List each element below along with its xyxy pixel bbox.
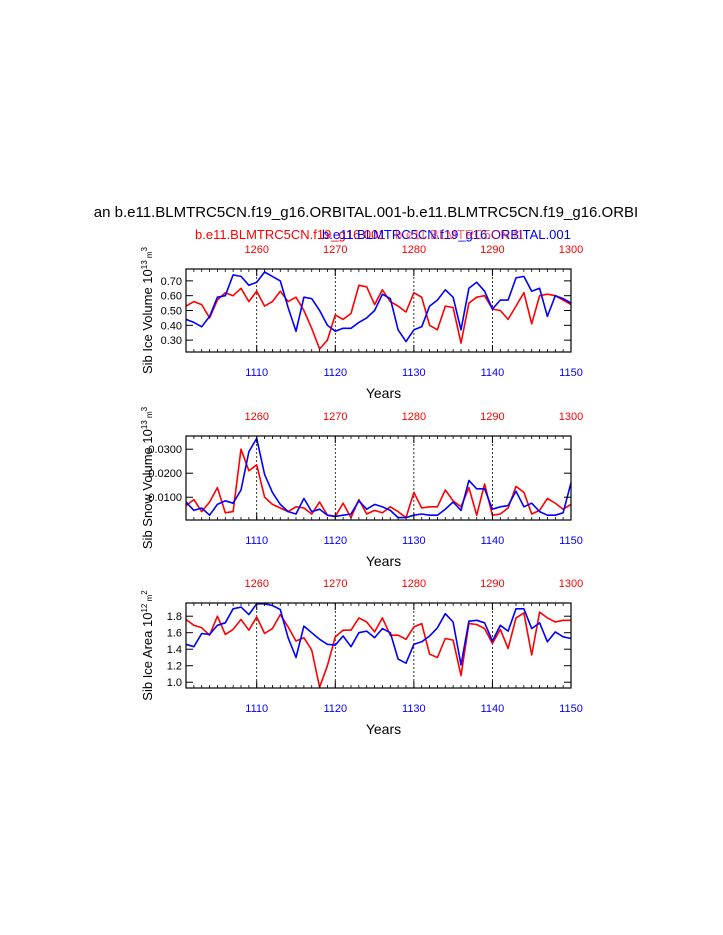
x-tick-label-bottom: 1140 [481, 535, 505, 547]
y-axis-label: Sib Ice Area 1012 m2 [140, 590, 155, 701]
y-axis-label-exponent: 13 [140, 420, 149, 429]
x-tick-label-bottom: 1110 [245, 367, 268, 379]
figure-title: an b.e11.BLMTRC5CN.f19_g16.ORBITAL.001-b… [94, 204, 638, 221]
x-tick-label-bottom: 1130 [402, 535, 426, 547]
y-axis-label-unit: m [145, 251, 154, 260]
x-tick-label-bottom: 1110 [245, 535, 268, 547]
y-tick-label: 1.2 [167, 661, 182, 673]
plot-frame [185, 435, 572, 521]
x-tick-label-bottom: 1150 [559, 367, 583, 379]
y-axis-label: Sib Ice Volume 1013 m3 [140, 246, 155, 374]
x-tick-label-top: 1280 [402, 578, 426, 590]
y-tick-label: 0.70 [161, 276, 182, 288]
series-line-blue [185, 271, 572, 343]
y-axis-label-text: Sib Snow Volume 10 [140, 429, 155, 549]
x-tick-label-top: 1290 [480, 578, 504, 590]
y-axis-label-exponent: 13 [140, 260, 149, 269]
x-tick-label-bottom: 1130 [402, 367, 426, 379]
x-tick-label-bottom: 1140 [481, 703, 505, 715]
x-tick-label-bottom: 1150 [559, 703, 583, 715]
x-tick-label-top: 1280 [402, 244, 426, 256]
y-tick-label: 0.30 [161, 335, 182, 347]
series-line-red [185, 611, 571, 689]
y-axis-label-text: Sib Ice Area 10 [140, 613, 155, 701]
x-tick-label-bottom: 1120 [323, 703, 347, 715]
x-axis-label: Years [366, 385, 401, 401]
x-tick-label-top: 1260 [244, 578, 268, 590]
x-tick-label-top: 1300 [559, 411, 583, 423]
x-tick-label-bottom: 1110 [245, 703, 268, 715]
y-tick-label: 1.8 [167, 611, 182, 623]
y-tick-label: 0.0200 [148, 468, 182, 480]
x-tick-label-top: 1270 [323, 244, 347, 256]
x-tick-label-bottom: 1150 [559, 535, 583, 547]
x-tick-label-bottom: 1120 [323, 535, 347, 547]
y-axis-label-unit-exponent: 3 [140, 406, 149, 411]
y-tick-label: 1.0 [167, 677, 182, 689]
x-tick-label-top: 1280 [402, 411, 426, 423]
x-tick-label-top: 1290 [480, 244, 504, 256]
x-tick-label-top: 1270 [323, 578, 347, 590]
y-tick-label: 0.0100 [148, 492, 182, 504]
x-tick-label-top: 1290 [480, 411, 504, 423]
y-axis-label-text: Sib Ice Volume 10 [140, 269, 155, 374]
x-tick-label-top: 1300 [559, 244, 583, 256]
y-tick-label: 1.6 [167, 628, 182, 640]
x-axis-label: Years [366, 721, 401, 737]
y-tick-label: 0.50 [161, 306, 182, 318]
legend-blue-label: b.e11.BLMTRC5CN.f19_g16.ORBITAL.001 [322, 227, 571, 242]
legend-overlap-label: b.e11.BLMTRC5CN.f1 [395, 227, 524, 242]
panel-1: 1110 1120 1130 1140 1150 1260 1270 1280 1290 1300… [140, 244, 583, 401]
y-tick-label: 0.60 [161, 291, 182, 303]
y-tick-label: 0.40 [161, 320, 182, 332]
x-tick-label-top: 1260 [244, 411, 268, 423]
x-tick-label-bottom: 1130 [402, 703, 426, 715]
x-tick-label-bottom: 1120 [323, 367, 347, 379]
series-line-red [185, 284, 572, 350]
y-axis-label: Sib Snow Volume 1013 m3 [140, 406, 155, 549]
panel-2: 1110 1120 1130 1140 1150 1260 1270 1280 1290 1300… [140, 406, 583, 569]
plot-frame [185, 602, 572, 689]
y-tick-label: 0.0300 [148, 444, 182, 456]
y-axis-label-unit-exponent: 3 [140, 246, 149, 251]
y-axis-label-unit: m [145, 594, 154, 603]
series-line-blue [185, 437, 572, 519]
y-axis-label-exponent: 12 [140, 603, 149, 612]
series-line-blue [185, 602, 572, 666]
x-tick-label-top: 1270 [323, 411, 347, 423]
x-tick-label-top: 1260 [244, 244, 268, 256]
series-line-red [185, 448, 572, 519]
panel-3: 1110 1120 1130 1140 1150 1260 1270 1280 1290 1300… [140, 578, 583, 737]
y-tick-label: 1.4 [167, 644, 182, 656]
x-tick-label-top: 1300 [559, 578, 583, 590]
y-axis-label-unit-exponent: 2 [140, 590, 149, 595]
x-tick-label-bottom: 1140 [481, 367, 505, 379]
legend-red-label: b.e11.BLMTRC5CN.f19_g16.001 [195, 227, 386, 242]
y-axis-label-unit: m [145, 411, 154, 420]
x-axis-label: Years [366, 553, 401, 569]
